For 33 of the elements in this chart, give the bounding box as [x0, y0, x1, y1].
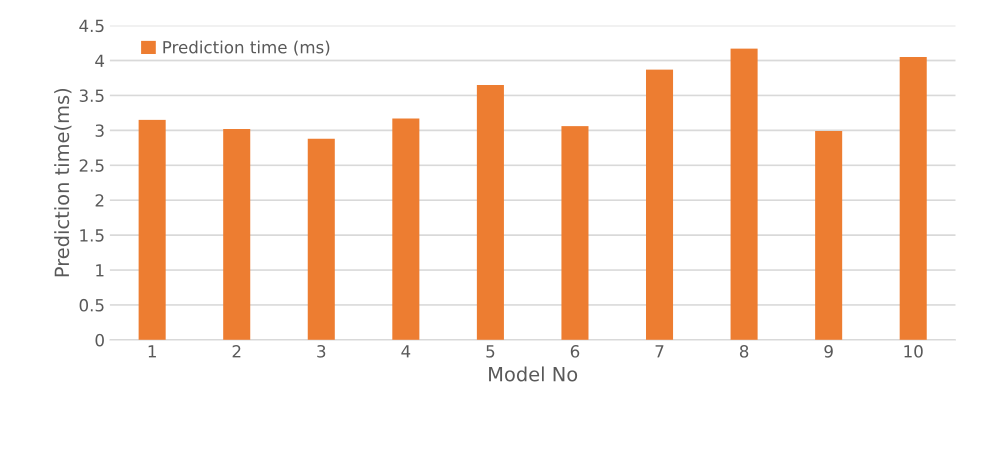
- x-tick-label: 1: [148, 345, 156, 358]
- bar: [561, 126, 588, 340]
- bar: [646, 70, 674, 340]
- bar: [730, 48, 758, 340]
- x-tick-label: 7: [656, 345, 664, 358]
- y-tick-label: 3.5: [80, 89, 104, 102]
- bar: [815, 131, 842, 340]
- x-tick-label: 3: [317, 345, 326, 358]
- x-tick-label: 2: [232, 345, 240, 358]
- x-tick-label: 6: [570, 345, 580, 358]
- x-tick-label: 9: [824, 345, 833, 358]
- y-tick-label: 1.5: [80, 229, 104, 242]
- bar: [138, 120, 166, 340]
- x-tick-label: 5: [486, 345, 494, 358]
- y-axis-title: Prediction time(ms): [54, 88, 72, 276]
- x-tick-label: 10: [904, 345, 923, 358]
- y-tick-label: 4.5: [79, 20, 104, 32]
- x-tick-label: 8: [740, 345, 748, 358]
- bar: [392, 118, 420, 340]
- bar: [900, 57, 927, 340]
- y-tick-label: 0.5: [80, 298, 104, 312]
- y-tick-label: 0: [96, 334, 104, 346]
- y-tick-label: 2.5: [80, 159, 104, 172]
- legend-label: Prediction time (ms): [163, 40, 330, 56]
- x-tick-label: 4: [401, 345, 410, 358]
- y-tick-label: 3: [96, 124, 104, 137]
- y-tick-label: 1: [96, 264, 104, 276]
- y-tick-label: 2: [96, 194, 104, 207]
- bar: [308, 138, 335, 340]
- bar: [223, 128, 250, 340]
- x-axis-title: Model No: [489, 366, 578, 382]
- bar: [476, 84, 504, 340]
- y-tick-label: 4: [95, 54, 104, 67]
